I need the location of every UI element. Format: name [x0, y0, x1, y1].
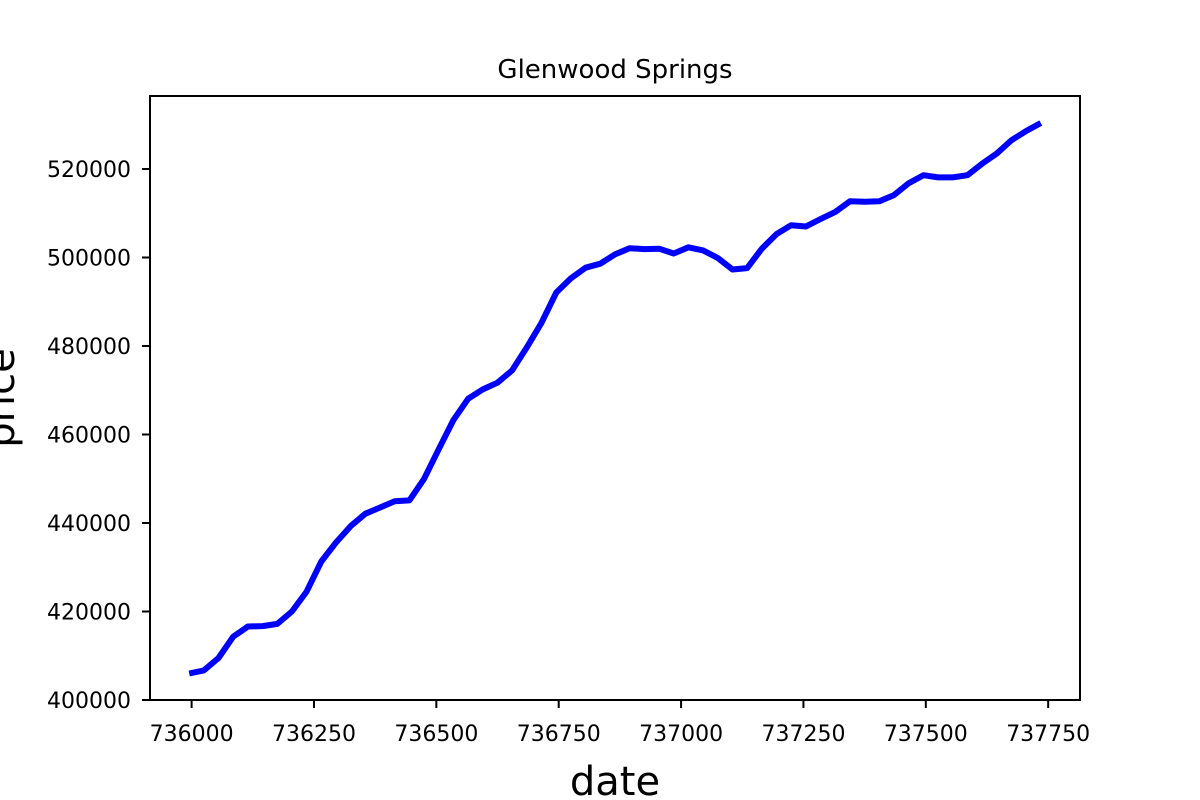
y-tick-label-6: 520000 — [47, 158, 131, 183]
y-axis-title: price — [0, 348, 24, 448]
series-line-0 — [188, 120, 1043, 677]
x-tick-label-5: 737250 — [761, 722, 845, 747]
x-tick-label-4: 737000 — [639, 722, 723, 747]
y-tick-label-2: 440000 — [47, 512, 131, 537]
x-tick-label-2: 736500 — [394, 722, 478, 747]
chart-title: Glenwood Springs — [497, 55, 732, 85]
x-tick-label-7: 737750 — [1006, 722, 1090, 747]
plot-area — [188, 120, 1043, 677]
x-tick-label-1: 736250 — [272, 722, 356, 747]
y-tick-label-0: 400000 — [47, 689, 131, 714]
x-tick-label-0: 736000 — [150, 722, 234, 747]
y-tick-label-5: 500000 — [47, 247, 131, 272]
y-tick-label-4: 480000 — [47, 335, 131, 360]
y-axis: 400000 420000 440000 460000 480000 500000 5200… — [47, 158, 150, 714]
x-axis: 736000 736250 736500 736750 737000 737250 7375… — [150, 700, 1090, 747]
x-tick-label-3: 736750 — [517, 722, 601, 747]
plot-frame — [149, 95, 1081, 701]
x-axis-title: date — [570, 759, 660, 800]
y-tick-label-1: 420000 — [47, 601, 131, 626]
y-tick-label-3: 460000 — [47, 424, 131, 449]
x-tick-label-6: 737500 — [884, 722, 968, 747]
